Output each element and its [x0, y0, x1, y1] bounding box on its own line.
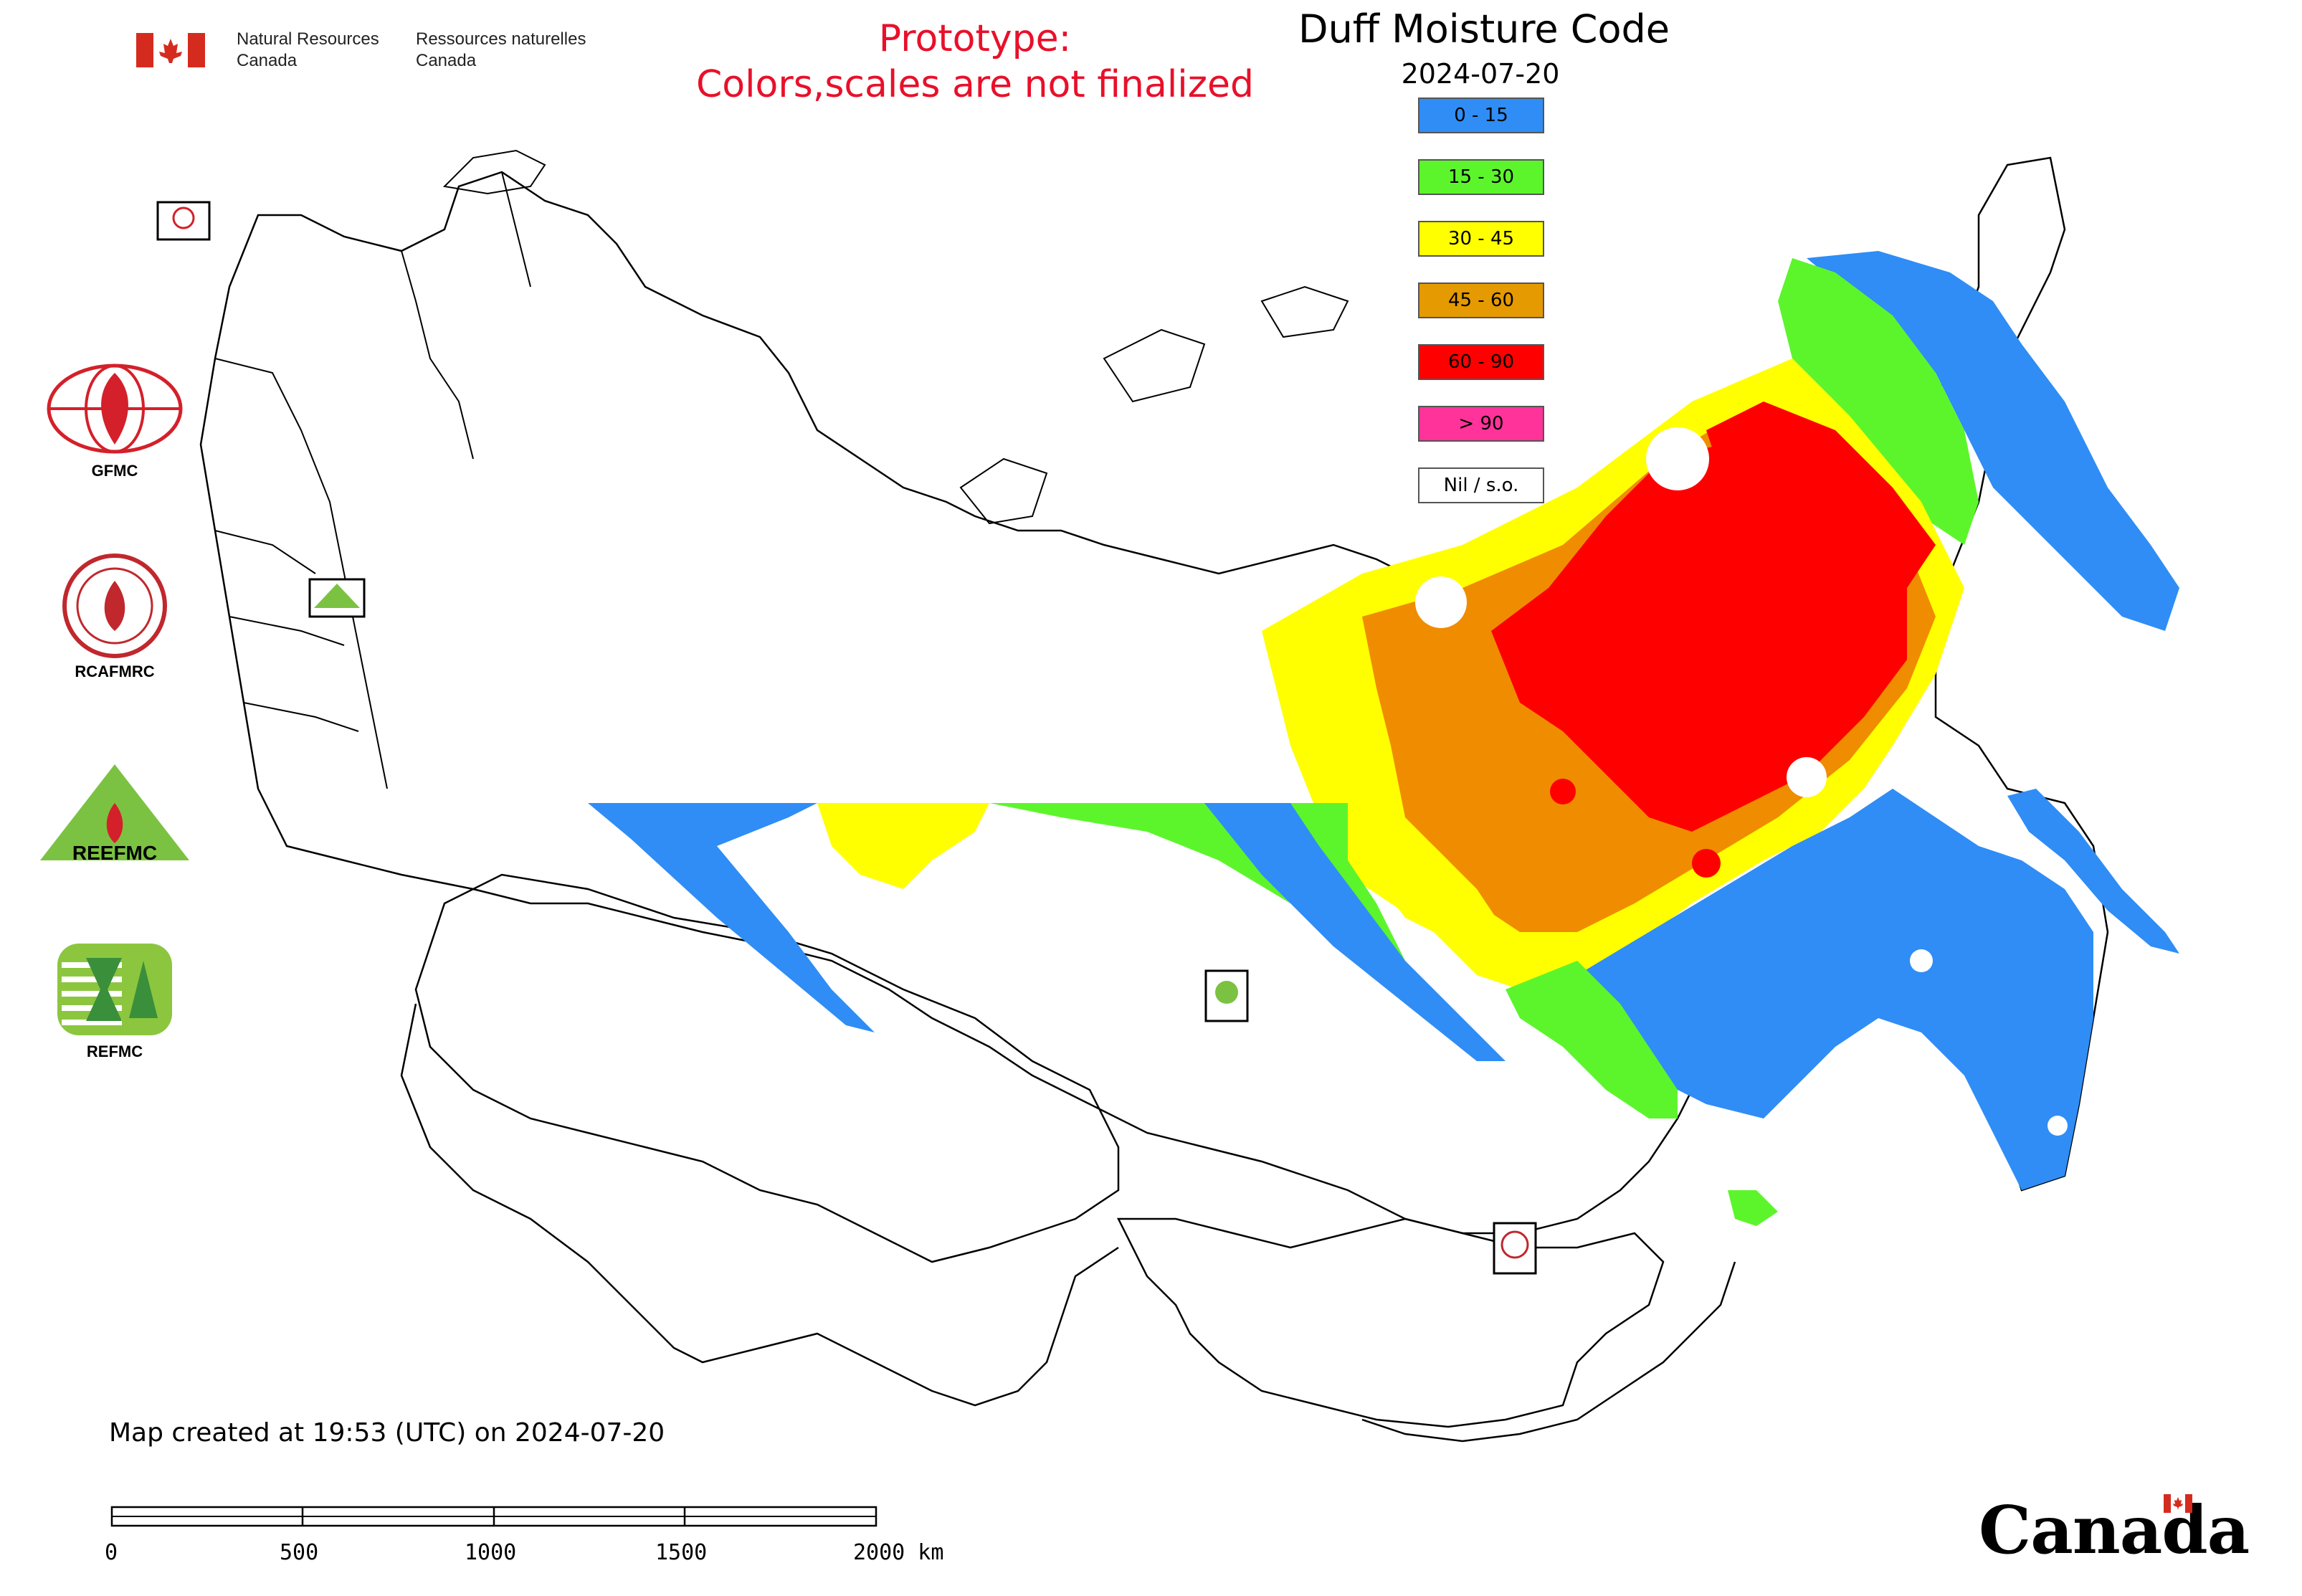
canada-wordmark: Canada — [1979, 1491, 2250, 1569]
marker-rcafmrc-icon — [1500, 1230, 1529, 1259]
canada-flag-icon — [136, 33, 205, 67]
marker-refmc-icon — [1215, 981, 1238, 1004]
dmc-region-small-south — [1728, 1190, 1778, 1226]
country-outline-europe — [214, 171, 531, 789]
dmc-region-blue-south — [1577, 789, 2093, 1190]
wordmark-text: Canada — [1979, 1491, 2250, 1569]
gfmc-label: GFMC — [91, 462, 138, 480]
scale-label-1500: 1500 — [655, 1540, 708, 1565]
marker-reefmc-icon — [314, 584, 360, 608]
department-name-en: Natural Resources Canada — [237, 29, 379, 72]
dmc-swath-yellow-west — [817, 803, 989, 889]
reefmc-label: REEFMC — [72, 842, 158, 864]
legend-item-30-45: 30 - 45 — [1418, 221, 1544, 257]
department-name-fr: Ressources naturelles Canada — [416, 29, 586, 72]
refmc-logo: REFMC — [36, 939, 194, 1061]
red-spot — [1550, 779, 1576, 804]
dept-en-line1: Natural Resources — [237, 29, 379, 49]
prototype-line2: Colors,scales are not finalized — [695, 63, 1255, 106]
scale-label-2000: 2000 km — [853, 1540, 944, 1565]
rcafmrc-seal-icon — [62, 554, 167, 658]
legend-item-60-90: 60 - 90 — [1418, 344, 1544, 380]
nil-hole — [1646, 427, 1709, 490]
rcafmrc-label: RCAFMRC — [75, 662, 155, 680]
legend-label: 15 - 30 — [1447, 166, 1515, 188]
nil-hole — [1787, 757, 1827, 797]
map-date: 2024-07-20 — [1401, 58, 1560, 90]
wordmark-flag-icon — [2164, 1494, 2192, 1513]
arctic-islands — [442, 149, 1349, 525]
legend-label: > 90 — [1458, 413, 1504, 434]
refmc-label: REFMC — [86, 1042, 143, 1060]
legend-item-45-60: 45 - 60 — [1418, 282, 1544, 318]
dmc-swath-yellow-east — [1348, 803, 1506, 946]
dmc-swath-blue-west — [588, 803, 875, 1032]
prototype-notice: Prototype: Colors,scales are not finaliz… — [588, 16, 1362, 108]
nil-hole — [1910, 949, 1933, 972]
country-outline-china — [1361, 1261, 1736, 1443]
legend-label: 30 - 45 — [1447, 228, 1515, 250]
dmc-swath-blue-mid — [1204, 803, 1506, 1061]
dept-fr-line2: Canada — [416, 51, 477, 70]
gfmc-logo: GFMC — [36, 358, 194, 480]
legend-label: Nil / s.o. — [1443, 475, 1519, 496]
dmc-region-blue-north — [1807, 251, 2179, 631]
rcafmrc-logo: RCAFMRC — [36, 552, 194, 681]
legend-item-nil: Nil / s.o. — [1418, 467, 1544, 503]
dmc-region-sakhalin — [2007, 789, 2179, 954]
government-header: Natural Resources Canada Ressources natu… — [136, 29, 638, 79]
map-created-text: Map created at 19:53 (UTC) on 2024-07-20 — [109, 1418, 665, 1448]
dmc-data-layer — [588, 251, 2179, 1226]
gfmc-globe-icon — [47, 364, 183, 454]
scale-bar: 0 500 1000 1500 2000 km — [105, 1498, 968, 1585]
nil-hole — [1680, 1107, 1703, 1130]
nil-hole — [1415, 576, 1467, 628]
dmc-region-red-east — [1706, 402, 1936, 588]
legend-label: 60 - 90 — [1447, 351, 1515, 373]
refmc-sigma-icon — [57, 944, 172, 1035]
scale-label-1000: 1000 — [465, 1540, 517, 1565]
legend-item-over-90: > 90 — [1418, 406, 1544, 442]
dmc-region-green-south — [1506, 961, 1678, 1118]
country-outline-mongolia — [1116, 1217, 1665, 1428]
dmc-region-green-north — [1778, 258, 1979, 545]
legend-item-15-30: 15 - 30 — [1418, 159, 1544, 195]
map-title: Duff Moisture Code — [1298, 6, 1670, 52]
legend-item-0-15: 0 - 15 — [1418, 98, 1544, 133]
dept-fr-line1: Ressources naturelles — [416, 29, 586, 49]
nil-hole — [2047, 1116, 2068, 1136]
reefmc-triangle-icon — [40, 764, 189, 860]
red-spot — [1692, 849, 1721, 878]
reefmc-logo: REEFMC — [36, 760, 194, 865]
country-outline-central-asia — [400, 1003, 1119, 1407]
scale-label-0: 0 — [105, 1540, 118, 1565]
prototype-line1: Prototype: — [878, 17, 1072, 60]
legend-label: 45 - 60 — [1447, 290, 1515, 311]
dmc-region-red — [1491, 445, 1907, 832]
legend-label: 0 - 15 — [1454, 105, 1508, 126]
marker-gfmc-icon — [172, 206, 195, 229]
dept-en-line2: Canada — [237, 51, 298, 70]
scale-bar-graphic — [110, 1506, 877, 1527]
scale-label-500: 500 — [280, 1540, 319, 1565]
